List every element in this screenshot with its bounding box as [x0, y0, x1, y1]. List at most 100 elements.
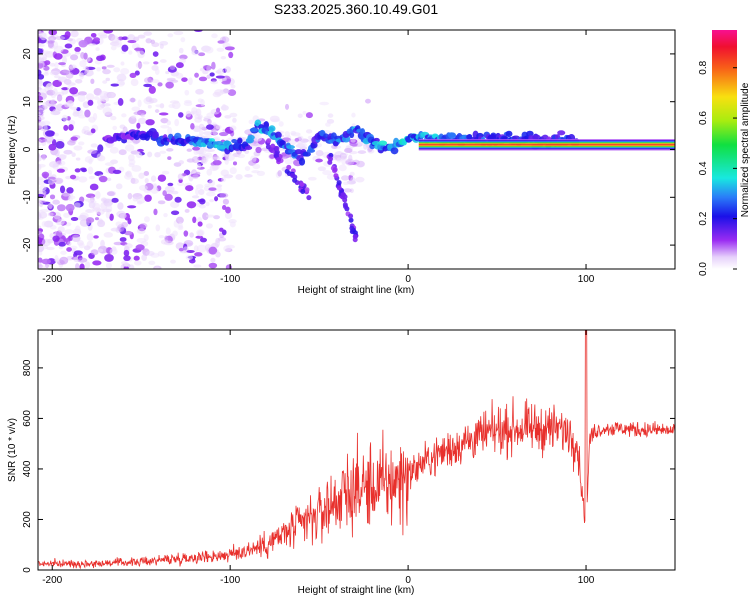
- spectrogram-blob: [350, 177, 356, 184]
- spectrogram-blob: [184, 89, 190, 96]
- spectrogram-blob: [119, 237, 127, 242]
- y-tick-label: 400: [22, 460, 33, 477]
- spectrogram-blob: [127, 40, 137, 44]
- spectrogram-blob: [197, 115, 202, 120]
- spectrogram-blob: [67, 38, 73, 42]
- spectrogram-blob: [185, 255, 193, 261]
- spectrogram-blob: [223, 245, 232, 252]
- spectrogram-blob: [180, 37, 186, 43]
- steady-line-band: [418, 142, 675, 144]
- spectrogram-blob: [52, 79, 62, 88]
- spectrogram-blob: [128, 97, 137, 103]
- spectrogram-blob: [69, 174, 77, 180]
- spectrogram-blob: [68, 65, 76, 70]
- spectrogram-blob: [221, 176, 226, 183]
- spectrogram-blob: [84, 261, 91, 269]
- spectrogram-blob: [38, 73, 45, 80]
- spectrogram-blob: [160, 117, 169, 124]
- spectrogram-blob: [152, 51, 159, 57]
- spectrogram-blob: [53, 177, 64, 185]
- spectrogram-blob: [284, 103, 290, 110]
- spectrogram-blob: [323, 133, 329, 139]
- spectrogram-blob: [306, 195, 312, 201]
- spectrogram-blob: [351, 112, 356, 118]
- top-y-axis-label: Frequency (Hz): [7, 116, 18, 185]
- spectrogram-blob: [219, 89, 230, 94]
- spectrogram-blob: [343, 188, 352, 193]
- spectrogram-blob: [38, 200, 44, 207]
- spectrogram-blob: [137, 50, 145, 59]
- spectrogram-blob: [144, 194, 152, 202]
- spectrogram-blob: [67, 197, 73, 202]
- spectrogram-blob: [276, 156, 282, 162]
- spectrogram-blob: [104, 253, 114, 262]
- spectrogram-blob: [87, 149, 97, 154]
- spectrogram-blob: [70, 216, 79, 221]
- steady-line-band: [418, 143, 675, 145]
- spectrogram-blob: [167, 126, 173, 135]
- spectrogram-blob: [224, 159, 229, 165]
- spectrogram-blob: [349, 171, 355, 177]
- spectrogram-blob: [96, 153, 103, 161]
- spectrogram-blob: [277, 170, 283, 177]
- spectrogram-blob: [366, 144, 371, 149]
- spectrogram-blob: [199, 67, 205, 72]
- spectrogram-blob: [170, 210, 180, 216]
- spectrogram-blob: [117, 98, 124, 106]
- spectrogram-blob: [274, 145, 280, 151]
- spectrogram-blob: [56, 204, 66, 212]
- spectrogram-blob: [50, 110, 61, 116]
- spectrogram-blob: [255, 146, 262, 154]
- spectrogram-blob: [38, 153, 41, 162]
- spectrogram-blob: [217, 40, 225, 44]
- spectrogram-blob: [220, 55, 227, 60]
- spectrogram-blob: [197, 52, 206, 57]
- spectrogram-blob: [200, 159, 208, 165]
- bottom-y-axis-label: SNR (10 * v/v): [7, 418, 18, 482]
- steady-line-band: [418, 141, 675, 143]
- spectrogram-blob: [197, 98, 204, 103]
- x-tick-label: 0: [405, 274, 411, 285]
- spectrogram-blob: [54, 255, 59, 263]
- spectrogram-blob: [109, 213, 114, 221]
- spectrogram-blob: [50, 99, 56, 107]
- spectrogram-blob: [229, 221, 236, 228]
- spectrogram-blob: [124, 230, 133, 236]
- x-tick-label: 100: [578, 575, 595, 586]
- spectrogram-blob: [357, 150, 367, 154]
- spectrogram-blob: [191, 156, 200, 164]
- snr-frame: [37, 329, 676, 571]
- spectrogram-blob: [130, 178, 139, 185]
- spectrogram-blob: [57, 226, 65, 233]
- spectrogram-blob: [198, 198, 206, 205]
- spectrogram-blob: [136, 122, 141, 129]
- spectrogram-blob: [65, 203, 75, 212]
- spectrogram-blob: [38, 44, 45, 48]
- spectrogram-blob: [77, 94, 86, 102]
- spectrogram-blob: [211, 156, 221, 161]
- spectrogram-blob: [90, 143, 98, 148]
- spectrogram-blob: [47, 212, 54, 217]
- spectrogram-blob: [133, 260, 142, 266]
- spectrogram-blob: [390, 147, 399, 155]
- spectrogram-blob: [350, 138, 356, 143]
- spectrogram-blob: [73, 250, 83, 256]
- spectrogram-blob: [278, 121, 284, 127]
- spectrogram-blob: [194, 72, 199, 78]
- spectrogram-blob: [143, 83, 152, 88]
- spectrogram-blob: [304, 187, 310, 193]
- spectrogram-blob: [88, 43, 97, 47]
- spectrogram-blob: [215, 251, 221, 258]
- spectrogram-blob: [253, 135, 263, 142]
- spectrogram-blob: [48, 30, 58, 36]
- spectrogram-blob: [95, 47, 100, 52]
- spectrogram-blob: [38, 257, 43, 264]
- colorbar-gradient: [712, 30, 737, 269]
- spectrogram-blob: [148, 260, 156, 265]
- spectrogram-blob: [66, 247, 72, 252]
- y-tick-label: 10: [22, 96, 33, 108]
- spectrogram-blob: [349, 131, 355, 139]
- spectrogram-blob: [192, 146, 201, 151]
- spectrogram-blob: [169, 64, 176, 71]
- spectrogram-blob: [199, 237, 208, 243]
